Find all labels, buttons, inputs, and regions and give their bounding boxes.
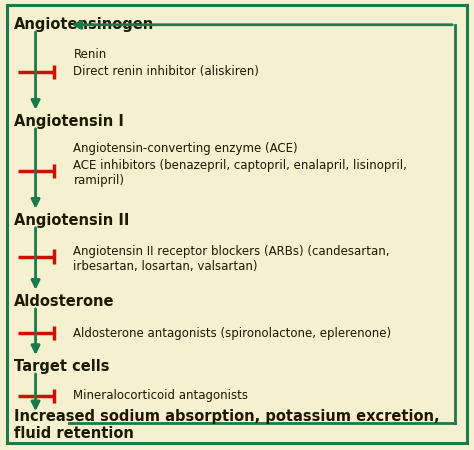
Text: Angiotensin II: Angiotensin II xyxy=(14,213,129,228)
Text: ACE inhibitors (benazepril, captopril, enalapril, lisinopril,
ramipril): ACE inhibitors (benazepril, captopril, e… xyxy=(73,159,407,187)
Text: Direct renin inhibitor (aliskiren): Direct renin inhibitor (aliskiren) xyxy=(73,66,259,78)
Text: Increased sodium absorption, potassium excretion,
fluid retention: Increased sodium absorption, potassium e… xyxy=(14,409,440,441)
Text: Angiotensinogen: Angiotensinogen xyxy=(14,17,155,32)
Text: Angiotensin II receptor blockers (ARBs) (candesartan,
irbesartan, losartan, vals: Angiotensin II receptor blockers (ARBs) … xyxy=(73,245,390,273)
Text: Target cells: Target cells xyxy=(14,359,109,374)
Text: Angiotensin-converting enzyme (ACE): Angiotensin-converting enzyme (ACE) xyxy=(73,142,298,155)
Text: Angiotensin I: Angiotensin I xyxy=(14,114,124,129)
Text: Renin: Renin xyxy=(73,48,107,60)
Text: Aldosterone: Aldosterone xyxy=(14,294,115,309)
Text: Mineralocorticoid antagonists: Mineralocorticoid antagonists xyxy=(73,390,248,402)
Text: Aldosterone antagonists (spironolactone, eplerenone): Aldosterone antagonists (spironolactone,… xyxy=(73,327,392,339)
